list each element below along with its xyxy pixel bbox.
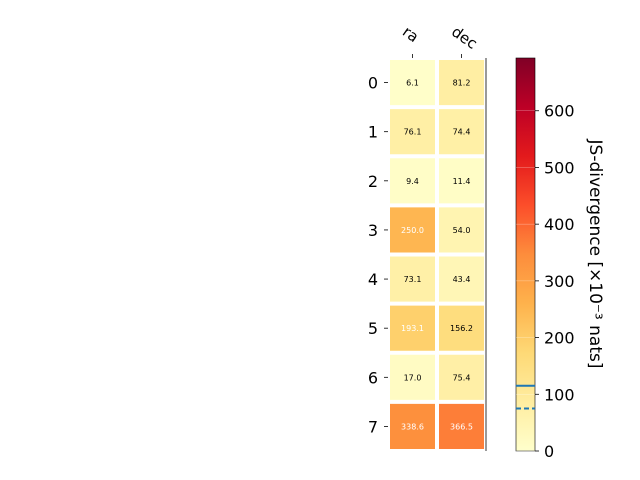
heatmap-cell (439, 207, 484, 253)
colorbar-tick-label: 200 (544, 329, 575, 348)
heatmap-cell (390, 207, 435, 253)
cell-value-label: 250.0 (401, 226, 424, 235)
cell-value-label: 74.4 (453, 128, 471, 137)
heatmap-cell (390, 109, 435, 155)
row-tick-label: 3 (368, 221, 378, 240)
colorbar-tick-label: 0 (544, 442, 554, 461)
cell-value-label: 156.2 (450, 324, 473, 333)
cell-value-label: 366.5 (450, 422, 473, 431)
cell-value-label: 338.6 (401, 422, 424, 431)
heatmap-cell (439, 403, 484, 449)
heatmap-cell (390, 256, 435, 302)
cell-value-label: 9.4 (406, 177, 419, 186)
row-tick-label: 5 (368, 319, 378, 338)
cell-value-label: 54.0 (453, 226, 471, 235)
heatmap-cell (390, 403, 435, 449)
colorbar-tick-label: 300 (544, 272, 575, 291)
cell-value-label: 11.4 (453, 177, 471, 186)
cell-value-label: 73.1 (404, 275, 422, 284)
heatmap-cell (390, 60, 435, 106)
heatmap-cell (390, 305, 435, 351)
colorbar-ticks: 0 100 200 300 400 500 600 (516, 102, 575, 461)
column-tick-label: ra (399, 23, 422, 47)
column-tick-labels: ra dec (399, 23, 481, 58)
cell-value-label: 81.2 (453, 79, 471, 88)
cell-value-label: 17.0 (404, 373, 422, 382)
cell-value-label: 6.1 (406, 79, 419, 88)
row-tick-labels: 0 1 2 3 4 5 6 7 (368, 74, 388, 436)
colorbar-label: JS-divergence [×10⁻³ nats] (585, 139, 605, 369)
cell-value-labels: 6.1 81.2 76.1 74.4 9.4 11.4 250.0 54.0 73.1 43.4 1… (401, 79, 473, 432)
heatmap-cell (439, 354, 484, 400)
row-tick-label: 7 (368, 417, 378, 436)
row-tick-label: 4 (368, 270, 378, 289)
heatmap-cell (439, 60, 484, 106)
heatmap-cell (439, 158, 484, 204)
row-tick-label: 0 (368, 74, 378, 93)
heatmap-cell (439, 256, 484, 302)
row-tick-label: 2 (368, 172, 378, 191)
colorbar-tick-label: 600 (544, 102, 575, 121)
colorbar-tick-label: 400 (544, 215, 575, 234)
colorbar-tick-label: 500 (544, 158, 575, 177)
row-tick-label: 1 (368, 123, 378, 142)
cell-value-label: 75.4 (453, 373, 471, 382)
column-tick-label: dec (448, 23, 480, 53)
cell-value-label: 43.4 (453, 275, 471, 284)
colorbar-threshold-lines (516, 384, 535, 410)
colorbar (515, 57, 536, 452)
heatmap-cell (390, 354, 435, 400)
heatmap-cell (439, 305, 484, 351)
cell-value-label: 76.1 (404, 128, 422, 137)
cell-value-label: 193.1 (401, 324, 424, 333)
row-tick-label: 6 (368, 368, 378, 387)
heatmap-cell (439, 109, 484, 155)
heatmap-cell (390, 158, 435, 204)
colorbar-tick-label: 100 (544, 385, 575, 404)
heatmap-cells (390, 60, 484, 449)
